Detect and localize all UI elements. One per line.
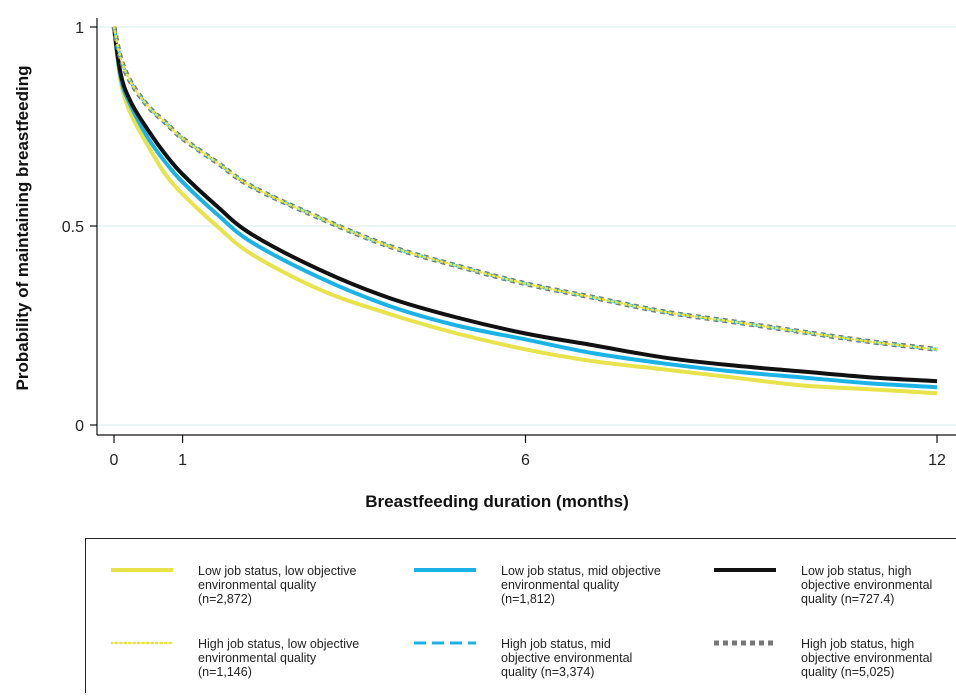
legend-item: Low job status, mid objective environmen… [414, 564, 714, 624]
legend-swatch [714, 568, 776, 572]
legend-label: Low job status, high objective environme… [801, 564, 933, 606]
series-lines [111, 25, 939, 396]
legend-label: High job status, low objective environme… [198, 637, 360, 679]
legend-swatch [714, 640, 776, 646]
series-line-5 [112, 26, 938, 351]
legend-item: Low job status, high objective environme… [714, 564, 956, 624]
series-line-2 [112, 26, 938, 390]
series-line-3 [112, 26, 938, 384]
survival-chart: 00.51 0 1 6 12 Breastfeeding duration (mont… [13, 18, 956, 511]
legend-item: High job status, high objective environm… [714, 637, 956, 697]
legend-item: High job status, low objective environme… [111, 637, 411, 697]
x-tick-label: 1 [178, 452, 187, 469]
series-line-1 [112, 26, 938, 396]
legend-swatch [414, 568, 476, 572]
y-axis-title: Probability of maintaining breastfeeding [13, 66, 32, 391]
legend-label: Low job status, mid objective environmen… [501, 564, 661, 606]
y-tick-label: 0.5 [62, 219, 84, 236]
x-ticks: 0 1 6 12 [110, 435, 946, 469]
legend-swatch [414, 641, 476, 645]
x-tick-label: 12 [928, 452, 946, 469]
legend-label: High job status, high objective environm… [801, 637, 933, 679]
y-tick-label: 0 [75, 418, 84, 435]
legend-item: High job status, mid objective environme… [414, 637, 714, 697]
x-axis-title: Breastfeeding duration (months) [365, 492, 629, 511]
y-tick-label: 1 [75, 20, 84, 37]
legend-item: Low job status, low objective environmen… [111, 564, 411, 624]
legend-label: Low job status, low objective environmen… [198, 564, 357, 606]
gridlines [97, 26, 956, 426]
legend: Low job status, low objective environmen… [85, 538, 956, 693]
x-tick-label: 6 [521, 452, 530, 469]
legend-swatch [111, 568, 173, 572]
series-line-4 [112, 25, 939, 351]
legend-label: High job status, mid objective environme… [501, 637, 633, 679]
y-ticks: 00.51 [62, 20, 97, 435]
x-tick-label: 0 [110, 452, 119, 469]
legend-swatch [111, 641, 173, 645]
series-line-6 [111, 26, 938, 352]
